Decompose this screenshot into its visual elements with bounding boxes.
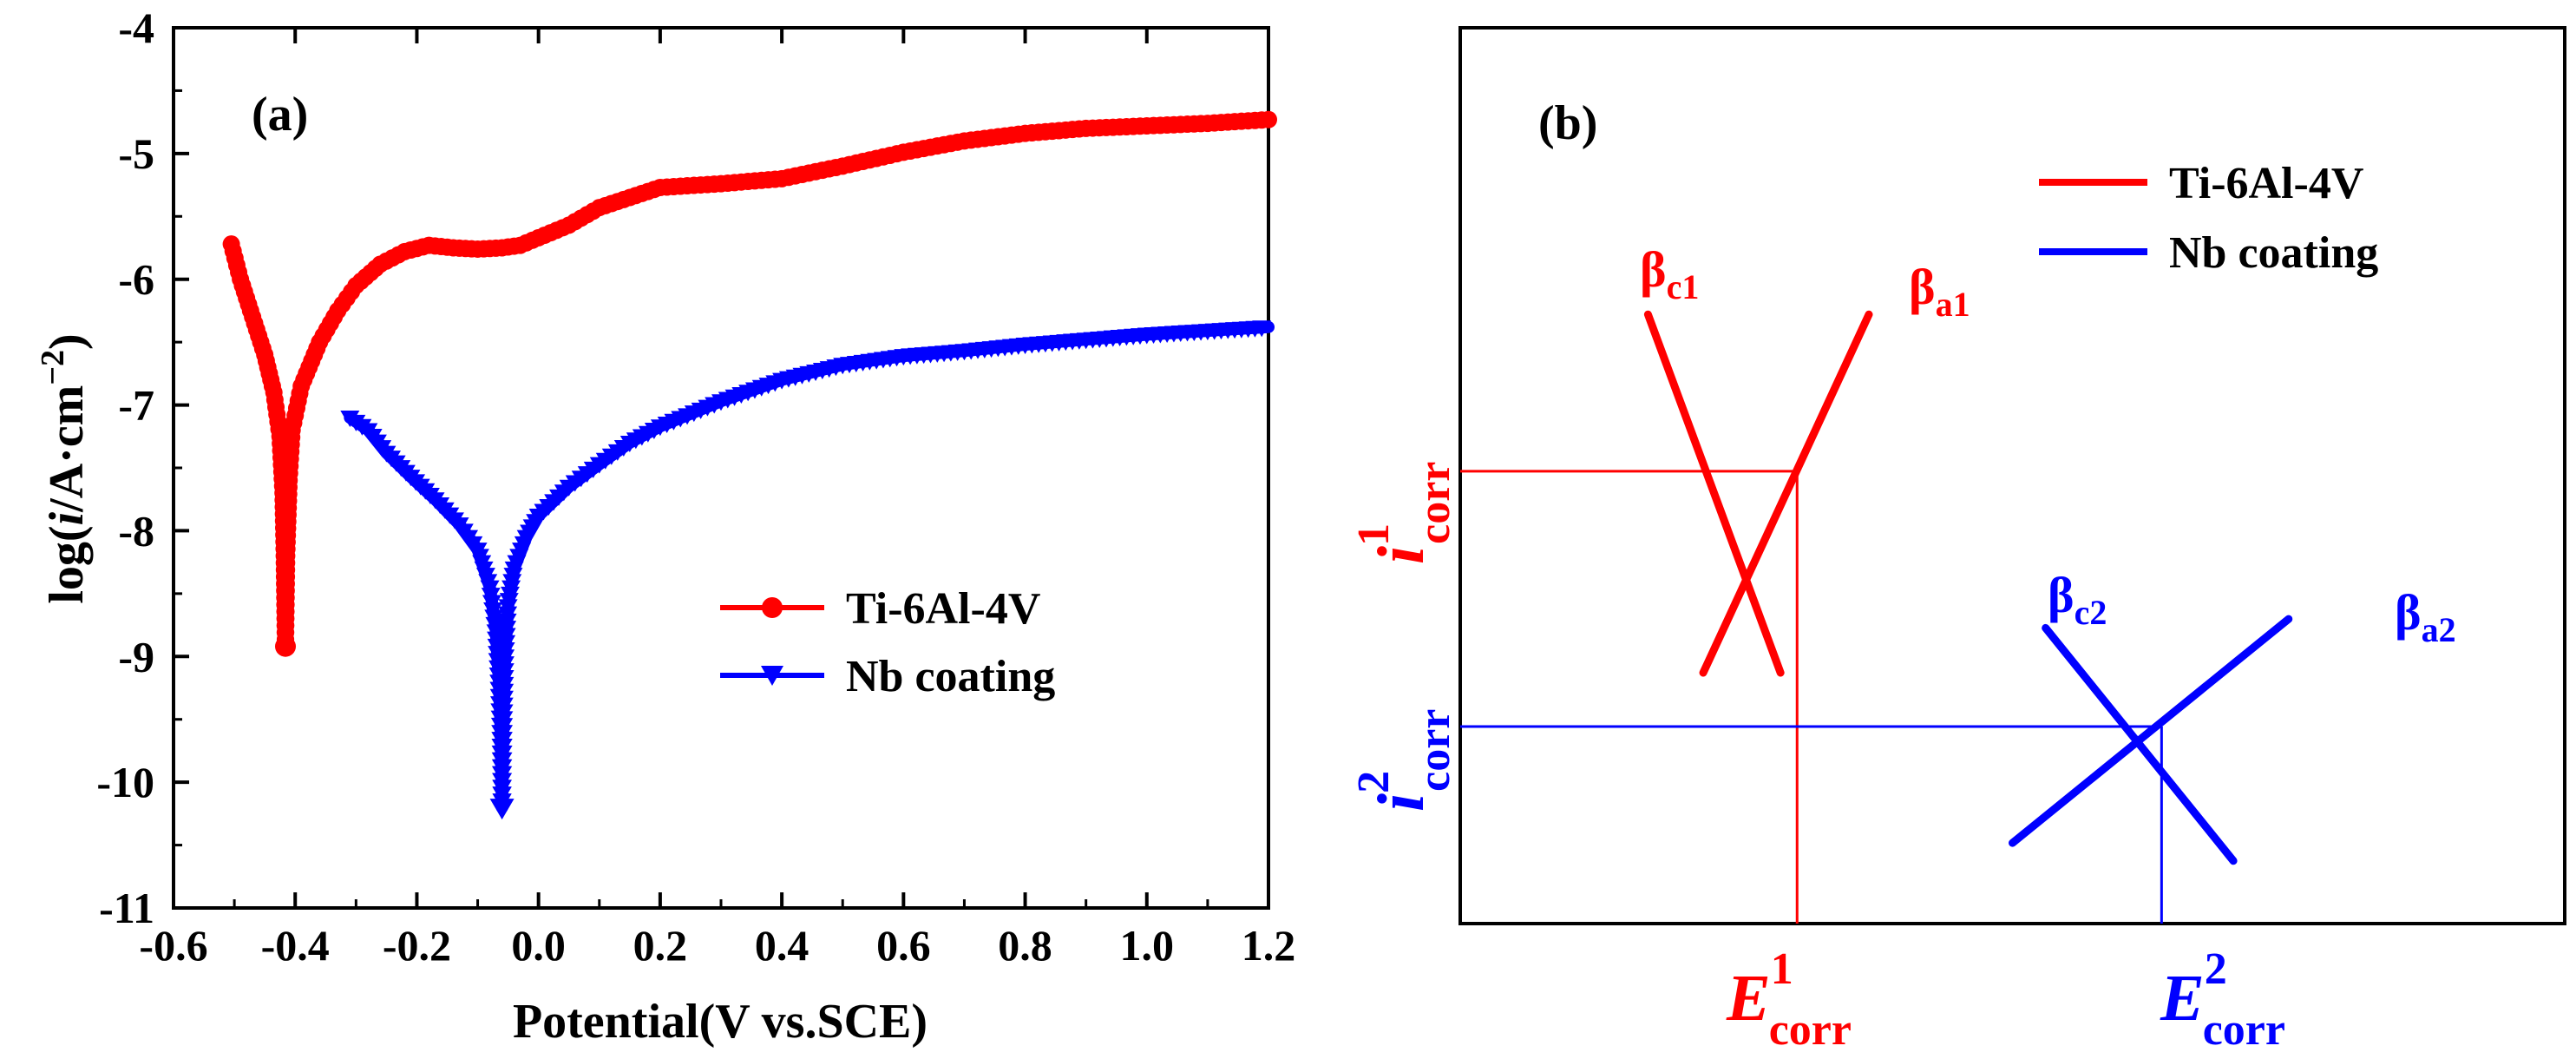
- x-tick-label: 1.2: [1242, 921, 1296, 970]
- beta-a2-label: βa2: [2395, 584, 2456, 649]
- y-tick-label: -8: [118, 506, 154, 555]
- cathodic-tafel-line: [2042, 623, 2238, 865]
- x-tick-label: -0.2: [383, 921, 451, 970]
- y-tick-label: -11: [99, 884, 154, 932]
- y-title-part-5: ): [40, 333, 94, 350]
- x-tick-label: 0.4: [755, 921, 810, 970]
- y-title-part-1: log(: [40, 525, 94, 603]
- legend-b-nb-label: Nb coating: [2169, 228, 2378, 278]
- y-title-part-4: −2: [35, 350, 71, 385]
- y-tick-label: -6: [118, 255, 154, 304]
- x-tick-label: 0.0: [511, 921, 566, 970]
- panel-b-series: [1460, 310, 2293, 924]
- anodic-tafel-line: [2009, 615, 2293, 847]
- panel-b-plot-frame: [1458, 26, 2566, 925]
- y-tick-label: -5: [118, 129, 154, 178]
- panel-a-y-axis-title: log(i/A·cm−2): [35, 333, 94, 603]
- ecorr1-label: E1 corr: [1726, 944, 1852, 1055]
- panel-b-chart: (b) Ti-6Al-4V Nb coating βc1 βa1 βc2 βa2…: [1349, 26, 2566, 1055]
- anodic-tafel-line: [1699, 310, 1873, 677]
- y-tick-label: -10: [96, 758, 154, 806]
- panel-b-legend: Ti-6Al-4V Nb coating: [2039, 159, 2378, 278]
- panel-a-plot-frame: [172, 26, 1270, 910]
- cathodic-tafel-line: [1643, 310, 1785, 677]
- schematic-nb-coating: [1460, 615, 2293, 924]
- series-ti6al4v: [222, 110, 1277, 657]
- legend-ti-marker: [762, 597, 783, 618]
- y-tick-label: -7: [118, 381, 154, 430]
- y-tick-label: -9: [118, 632, 154, 681]
- legend-nb-marker: [761, 666, 783, 686]
- x-tick-label: 0.2: [633, 921, 688, 970]
- minimum-point: [275, 635, 297, 657]
- ecorr2-label: E2 corr: [2160, 944, 2285, 1055]
- legend-ti-label: Ti-6Al-4V: [846, 584, 1040, 634]
- beta-a1-label: βa1: [1909, 259, 1970, 324]
- beta-c2-label: βc2: [2048, 567, 2107, 632]
- x-tick-label: -0.4: [261, 921, 330, 970]
- x-tick-label: -0.6: [139, 921, 207, 970]
- y-title-part-3: /A·cm: [40, 385, 94, 513]
- legend-b-ti-label: Ti-6Al-4V: [2169, 159, 2363, 208]
- data-point: [1260, 110, 1277, 128]
- y-tick-label: -4: [118, 3, 154, 52]
- schematic-ti6al4v: [1460, 310, 1873, 924]
- y-title-part-2: i: [40, 511, 94, 525]
- legend-nb-label: Nb coating: [846, 652, 1055, 701]
- x-tick-label: 0.6: [876, 921, 931, 970]
- panel-a-ticks: -0.6 -0.4 -0.2 0.0 0.2 0.4 0.6 0.8 1.0 1.2 -11 -10 -…: [96, 3, 1295, 970]
- icorr1-label: i1 corr: [1349, 462, 1459, 564]
- x-tick-label: 0.8: [998, 921, 1052, 970]
- minimum-point: [489, 799, 515, 820]
- panel-a-legend: Ti-6Al-4V Nb coating: [720, 584, 1055, 701]
- beta-c1-label: βc1: [1640, 241, 1699, 306]
- panel-a-series: [222, 110, 1277, 820]
- data-point: [1252, 320, 1272, 338]
- icorr2-label: i2 corr: [1349, 709, 1459, 812]
- panel-b-label: (b): [1538, 96, 1597, 150]
- panel-a-chart: -0.6 -0.4 -0.2 0.0 0.2 0.4 0.6 0.8 1.0 1.2 -11 -10 -…: [35, 3, 1295, 1049]
- panel-a-x-axis-title: Potential(V vs.SCE): [513, 995, 927, 1049]
- panel-a-label: (a): [252, 88, 308, 141]
- x-tick-label: 1.0: [1120, 921, 1175, 970]
- series-nb-coating: [340, 320, 1275, 820]
